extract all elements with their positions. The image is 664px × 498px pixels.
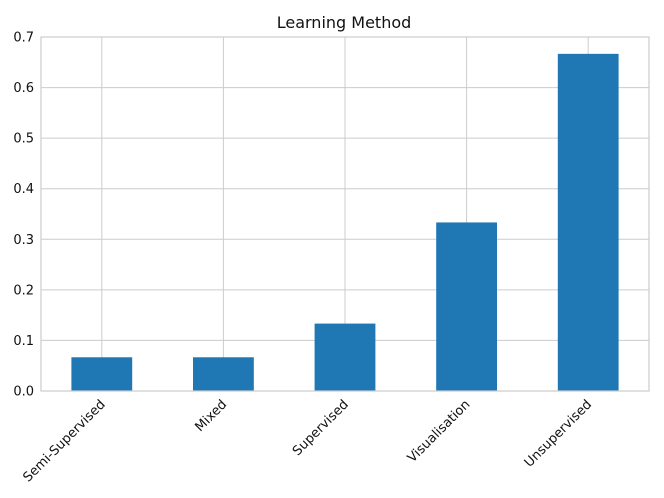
x-tick-label: Supervised bbox=[290, 397, 352, 459]
bar-visualisation bbox=[436, 222, 497, 391]
y-tick-label: 0.5 bbox=[13, 132, 34, 147]
y-axis-ticks: 0.0 0.1 0.2 0.3 0.4 0.5 0.6 0.7 bbox=[13, 31, 34, 400]
chart-title: Learning Method bbox=[277, 13, 412, 32]
x-tick-label: Semi-Supervised bbox=[20, 397, 108, 485]
bar-unsupervised bbox=[557, 53, 619, 392]
y-tick-label: 0.4 bbox=[13, 182, 34, 197]
bar-semi-supervised bbox=[71, 357, 133, 391]
x-axis-ticks: Semi-Supervised Mixed Supervised Visualisat… bbox=[20, 397, 595, 485]
x-tick-label: Visualisation bbox=[405, 397, 474, 466]
y-tick-label: 0.3 bbox=[13, 233, 34, 248]
y-tick-label: 0.7 bbox=[13, 31, 34, 46]
y-tick-label: 0.2 bbox=[13, 283, 34, 298]
x-tick-label: Mixed bbox=[192, 397, 230, 435]
y-tick-label: 0.0 bbox=[13, 385, 34, 400]
plot-frame bbox=[40, 36, 650, 392]
bars-layer bbox=[71, 53, 619, 392]
bar-mixed bbox=[193, 357, 254, 391]
bar-supervised bbox=[314, 323, 376, 391]
y-tick-label: 0.6 bbox=[13, 81, 34, 96]
y-tick-label: 0.1 bbox=[13, 334, 34, 349]
x-tick-label: Unsupervised bbox=[522, 397, 595, 470]
